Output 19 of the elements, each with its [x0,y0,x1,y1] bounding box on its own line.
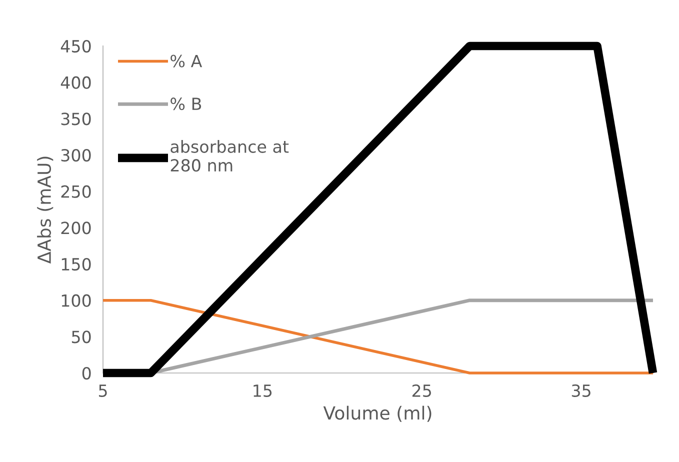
y-tick-label: 300 [61,148,91,162]
legend-label: % B [170,98,202,110]
x-tick-label: 35 [572,384,590,398]
x-tick-label: 15 [254,384,272,398]
y-tick-label: 250 [61,185,91,198]
y-tick-label: 150 [62,258,91,271]
x-axis-title: Volume (ml) [323,406,432,422]
y-tick-label: 450 [60,40,91,53]
y-tick-label: 200 [61,222,91,234]
y-tick-label: 0 [82,366,91,380]
y-axis-title: ΔAbs (mAU) [37,156,54,264]
y-tick-label: 400 [60,76,91,89]
y-tick-label: 50 [72,330,91,344]
legend-label: absorbance at 280 nm [170,140,289,172]
y-tick-label: 350 [61,112,91,126]
x-tick-label: 25 [412,384,431,398]
y-tick-label: 100 [62,294,91,307]
x-tick-label: 5 [98,384,107,398]
legend-label: % A [170,54,202,68]
